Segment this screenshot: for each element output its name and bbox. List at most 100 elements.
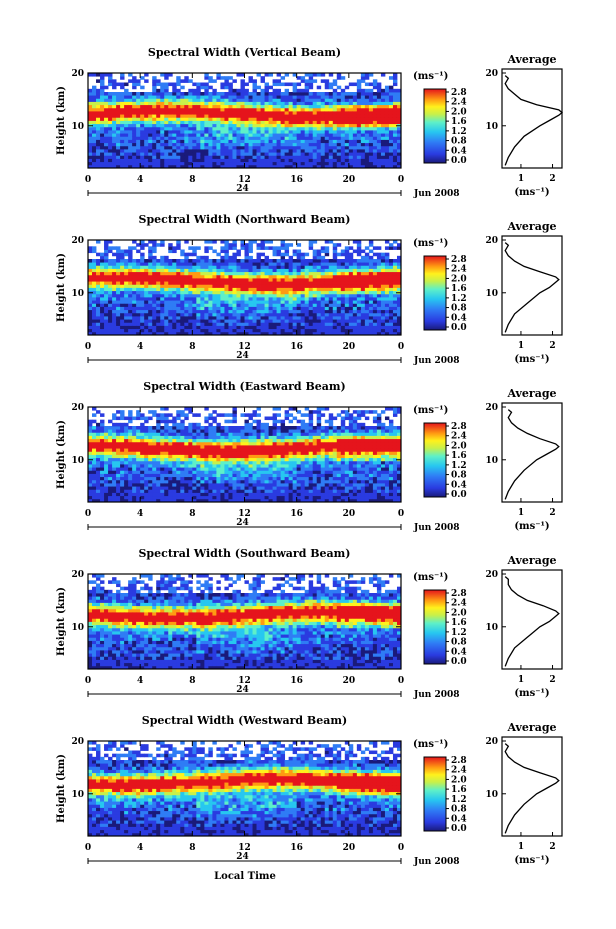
- panel-title: Spectral Width (Northward Beam): [139, 213, 351, 226]
- average-y-tick: 20: [485, 69, 498, 79]
- colorbar-tick: 2.0: [451, 441, 467, 451]
- colorbar-tick: 0.0: [451, 323, 467, 333]
- average-y-tick: 10: [485, 122, 498, 132]
- panel-title: Spectral Width (Vertical Beam): [148, 46, 341, 59]
- colorbar-tick: 2.8: [451, 88, 467, 98]
- x-tick-label: 4: [137, 509, 143, 519]
- average-x-tick: 1: [518, 508, 524, 518]
- average-x-tick: 2: [549, 174, 555, 184]
- average-frame: [501, 68, 563, 169]
- x-tick-label: 0: [85, 509, 91, 519]
- panel-3: Spectral Width (Eastward Beam)1020Height…: [56, 380, 563, 533]
- average-frame: [501, 235, 563, 336]
- colorbar-tick: 2.4: [451, 766, 467, 776]
- average-profile-line: [504, 409, 560, 500]
- colorbar-tick: 0.4: [451, 313, 467, 323]
- colorbar-unit: (ms⁻¹): [413, 71, 448, 82]
- y-tick-label: 10: [71, 623, 84, 633]
- colorbar-tick: 2.4: [451, 432, 467, 442]
- x-tick-label: 16: [290, 509, 303, 519]
- colorbar-tick: 2.4: [451, 265, 467, 275]
- colorbar-tick: 1.2: [451, 294, 467, 304]
- colorbar-tick: 0.8: [451, 137, 467, 147]
- x-tick-label: 20: [343, 509, 356, 519]
- average-x-tick: 1: [518, 341, 524, 351]
- average-profile-line: [504, 242, 560, 333]
- colorbar-tick: 0.0: [451, 824, 467, 834]
- y-axis-label: Height (km): [56, 253, 67, 322]
- x-tick-label: 12: [238, 175, 251, 185]
- average-frame: [501, 736, 563, 837]
- colorbar-tick: 2.8: [451, 756, 467, 766]
- colorbar-tick: 0.0: [451, 490, 467, 500]
- colorbar: [423, 589, 447, 665]
- average-xlabel: (ms⁻¹): [514, 688, 549, 699]
- colorbar-tick: 0.0: [451, 156, 467, 166]
- x-tick-label: 16: [290, 843, 303, 853]
- x-tick-label: 8: [189, 676, 195, 686]
- x-tick-label: 20: [343, 342, 356, 352]
- y-tick-label: 20: [71, 403, 84, 413]
- colorbar-tick: 1.2: [451, 461, 467, 471]
- colorbar-unit: (ms⁻¹): [413, 405, 448, 416]
- y-tick-label: 20: [71, 69, 84, 79]
- colorbar-tick: 0.4: [451, 647, 467, 657]
- colorbar-tick: 0.0: [451, 657, 467, 667]
- panel-title: Spectral Width (Eastward Beam): [143, 380, 345, 393]
- y-tick-label: 10: [71, 122, 84, 132]
- average-title: Average: [506, 721, 556, 734]
- panel-title: Spectral Width (Southward Beam): [138, 547, 350, 560]
- x-axis-label: Local Time: [214, 871, 276, 882]
- x-tick-label: 8: [189, 342, 195, 352]
- x-tick-label: 12: [238, 342, 251, 352]
- colorbar-tick: 0.4: [451, 480, 467, 490]
- colorbar-tick: 0.8: [451, 304, 467, 314]
- colorbar-tick: 0.8: [451, 805, 467, 815]
- average-profile-line: [504, 75, 564, 166]
- colorbar-tick: 2.4: [451, 599, 467, 609]
- colorbar-tick: 0.4: [451, 814, 467, 824]
- colorbar-tick: 0.8: [451, 638, 467, 648]
- average-y-tick: 10: [485, 456, 498, 466]
- x-tick-label: 16: [290, 175, 303, 185]
- x-tick-label: 16: [290, 342, 303, 352]
- day-label: 24: [236, 518, 249, 528]
- day-label: 24: [236, 852, 249, 862]
- colorbar-unit: (ms⁻¹): [413, 739, 448, 750]
- average-y-tick: 20: [485, 236, 498, 246]
- day-label: 24: [236, 351, 249, 361]
- colorbar-unit: (ms⁻¹): [413, 238, 448, 249]
- average-profile-line: [504, 576, 560, 667]
- y-axis-label: Height (km): [56, 587, 67, 656]
- panel-title: Spectral Width (Westward Beam): [142, 714, 347, 727]
- colorbar-tick: 2.8: [451, 589, 467, 599]
- y-axis-label: Height (km): [56, 754, 67, 823]
- heatmap-cells: [88, 741, 402, 837]
- heatmap-cells: [88, 574, 402, 670]
- x-tick-label: 12: [238, 843, 251, 853]
- average-xlabel: (ms⁻¹): [514, 855, 549, 866]
- average-title: Average: [506, 554, 556, 567]
- x-tick-label: 0: [398, 175, 404, 185]
- x-tick-label: 0: [85, 676, 91, 686]
- colorbar-tick: 2.0: [451, 107, 467, 117]
- average-xlabel: (ms⁻¹): [514, 354, 549, 365]
- day-label: 24: [236, 685, 249, 695]
- average-y-tick: 10: [485, 289, 498, 299]
- x-tick-label: 4: [137, 342, 143, 352]
- average-x-tick: 2: [549, 842, 555, 852]
- panel-2: Spectral Width (Northward Beam) 10 20 Heigh…: [56, 213, 563, 366]
- colorbar-tick: 2.8: [451, 255, 467, 265]
- average-x-tick: 1: [518, 174, 524, 184]
- date-label: Jun 2008: [413, 189, 460, 199]
- x-tick-label: 0: [398, 843, 404, 853]
- average-y-tick: 20: [485, 570, 498, 580]
- colorbar: [423, 255, 447, 331]
- heatmap-cells: [88, 407, 402, 503]
- x-tick-label: 16: [290, 676, 303, 686]
- colorbar-tick: 2.8: [451, 422, 467, 432]
- day-label: 24: [236, 184, 249, 194]
- average-title: Average: [506, 220, 556, 233]
- panel-1: Spectral Width (Vertical Beam)1020Height…: [56, 46, 564, 199]
